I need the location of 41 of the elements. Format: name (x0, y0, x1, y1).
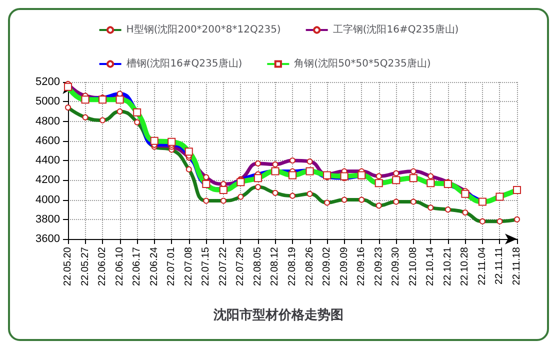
x-tick-label: 22.08.19 (287, 246, 298, 286)
x-tick-label: 22.11.18 (512, 246, 522, 286)
x-tick-label: 22.06.24 (148, 246, 160, 286)
x-tick-label: 22.08.12 (270, 246, 281, 286)
y-tick-label: 4400 (36, 154, 60, 166)
x-tick-label: 22.07.29 (235, 246, 246, 286)
x-tick-label: 22.06.17 (132, 246, 143, 286)
y-tick-label: 4600 (36, 134, 60, 147)
y-tick-label: 3600 (36, 233, 60, 245)
x-tick-label: 22.11.11 (494, 246, 506, 284)
x-tick-label: 22.07.15 (200, 246, 212, 286)
x-tick-label: 22.09.02 (322, 246, 333, 286)
y-tick-label: 4800 (36, 115, 60, 128)
x-tick-label: 22.05.27 (80, 246, 91, 286)
y-tick-label: 3800 (36, 213, 60, 226)
x-tick-label: 22.09.30 (390, 246, 402, 286)
legend-label: 角钢(沈阳50*50*5Q235唐山) (294, 58, 431, 70)
x-tick-label: 22.05.20 (62, 246, 74, 286)
y-tick-label: 4000 (36, 194, 60, 206)
text: 沈阳市型材价格走势图 (212, 307, 344, 323)
x-tick-label: 22.10.14 (425, 246, 436, 286)
x-tick-label: 22.09.23 (373, 246, 384, 286)
x-tick-label: 22.07.22 (218, 246, 229, 286)
y-tick-label: 4200 (36, 174, 60, 186)
x-tick-label: 22.06.10 (114, 246, 126, 286)
x-tick-label: 22.06.02 (97, 246, 108, 286)
x-tick-label: 22.10.08 (408, 246, 419, 286)
x-tick-label: 22.09.16 (356, 246, 368, 286)
legend-label: H型钢(沈阳200*200*8*12Q235) (126, 24, 281, 36)
x-tick-label: 22.07.08 (183, 246, 194, 286)
x-tick-label: 22.09.09 (338, 246, 350, 286)
x-tick-label: 22.11.04 (476, 246, 488, 286)
x-tick-label: 22.07.01 (166, 246, 178, 286)
x-tick-label: 22.10.28 (460, 246, 471, 286)
y-tick-label: 5000 (36, 96, 60, 108)
x-tick-label: 22.08.26 (304, 246, 316, 286)
y-tick-label: 5200 (36, 76, 60, 88)
legend-label: 工字钢(沈阳16#Q235唐山) (332, 24, 459, 36)
x-tick-label: 22.10.21 (442, 246, 454, 286)
legend-label: 槽钢(沈阳16#Q235唐山) (126, 58, 242, 70)
x-tick-label: 22.08.05 (252, 246, 264, 286)
